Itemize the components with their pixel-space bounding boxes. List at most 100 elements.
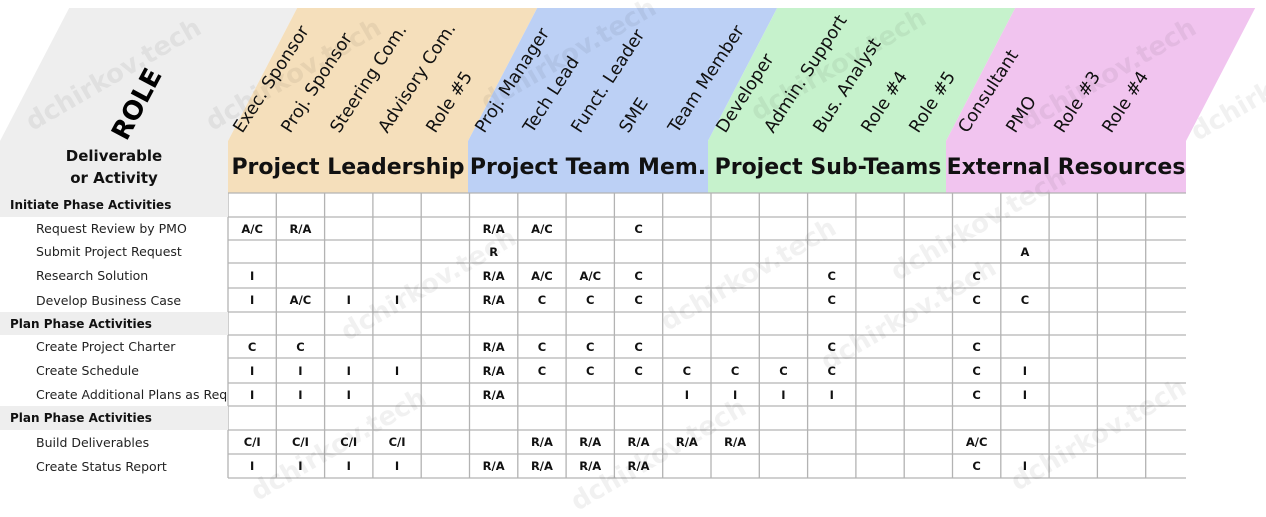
matrix-cell: C (827, 293, 836, 307)
matrix-cell (1049, 263, 1097, 288)
matrix-cell (1049, 383, 1097, 406)
matrix-cell: I (250, 268, 255, 283)
matrix-cell (904, 193, 952, 217)
matrix-cell: I (684, 387, 689, 402)
matrix-cell: R/A (482, 293, 505, 307)
matrix-cell (1001, 217, 1049, 240)
matrix-cell (904, 217, 952, 240)
activity-label: Build Deliverables (36, 434, 150, 450)
section-label: Plan Phase Activities (0, 406, 228, 430)
matrix-cell (1097, 454, 1145, 478)
deliverable-header-line2: or Activity (70, 169, 158, 187)
matrix-cell (808, 193, 856, 217)
matrix-cell: I (394, 459, 400, 473)
matrix-cell: A/C (531, 221, 553, 236)
matrix-cell (711, 217, 759, 240)
group-title-subteams: Project Sub-Teams (714, 154, 942, 180)
matrix-cell (518, 406, 566, 430)
matrix-cell: C (586, 293, 595, 307)
section-label: Plan Phase Activities (0, 312, 228, 335)
activity-label: Create Additional Plans as Req (36, 387, 228, 402)
matrix-cell (373, 193, 421, 217)
matrix-cell: R/A (627, 435, 650, 449)
matrix-cell (904, 312, 952, 335)
matrix-cell (470, 312, 518, 335)
matrix-cell (663, 240, 711, 263)
matrix-cell (518, 312, 566, 335)
matrix-cell (325, 193, 373, 217)
matrix-cell (1001, 193, 1049, 217)
matrix-cell: A/C (965, 435, 988, 449)
matrix-cell (325, 263, 373, 288)
group-title-external: External Resources (946, 154, 1186, 180)
matrix-cell (566, 383, 614, 406)
matrix-cell: A/C (241, 221, 263, 236)
matrix-cell: I (346, 363, 351, 378)
matrix-cell (518, 383, 566, 406)
matrix-cell (808, 240, 856, 263)
matrix-cell: A/C (531, 268, 553, 283)
matrix-cell (663, 217, 711, 240)
matrix-cell (711, 454, 759, 478)
matrix-cell (759, 217, 807, 240)
matrix-cell: R/A (724, 435, 747, 449)
matrix-cell: I (346, 459, 351, 473)
matrix-cell (711, 406, 759, 430)
activity-label: Develop Business Case (36, 292, 182, 308)
matrix-cell (1049, 430, 1097, 454)
matrix-cell (759, 193, 807, 217)
matrix-cell (276, 312, 324, 335)
matrix-cell (1001, 312, 1049, 335)
matrix-cell (1049, 454, 1097, 478)
matrix-cell (856, 430, 904, 454)
matrix-cell (614, 383, 662, 406)
matrix-cell (856, 383, 904, 406)
matrix-cell (1001, 335, 1049, 358)
matrix-cell (904, 383, 952, 406)
matrix-cell: C (247, 339, 257, 354)
matrix-cell: I (250, 387, 255, 402)
matrix-cell (421, 335, 469, 358)
matrix-cell (1097, 335, 1145, 358)
matrix-cell: R/A (530, 459, 553, 473)
matrix-cell (856, 335, 904, 358)
matrix-cell (276, 406, 324, 430)
matrix-cell (1049, 193, 1097, 217)
matrix-cell (1049, 288, 1097, 312)
matrix-cell (421, 406, 469, 430)
matrix-cell: C (586, 339, 595, 354)
matrix-cell (228, 193, 276, 217)
matrix-cell (421, 454, 469, 478)
matrix-cell: I (1022, 459, 1028, 473)
activity-label: Request Review by PMO (36, 221, 187, 236)
activity-label: Research Solution (36, 268, 149, 283)
matrix-cell: C (537, 293, 547, 307)
matrix-cell: C (972, 459, 981, 473)
matrix-cell (373, 335, 421, 358)
matrix-cell (276, 193, 324, 217)
matrix-cell (614, 193, 662, 217)
matrix-cell (856, 406, 904, 430)
matrix-cell (470, 193, 518, 217)
matrix-cell (808, 217, 856, 240)
matrix-cell: I (346, 293, 351, 307)
matrix-cell: I (250, 459, 255, 473)
matrix-cell (856, 217, 904, 240)
matrix-cell: C (586, 363, 595, 378)
section-label: Initiate Phase Activities (0, 193, 228, 217)
matrix-cell: I (298, 363, 303, 378)
deliverable-header: Deliverable or Activity (0, 141, 228, 193)
matrix-cell (1097, 288, 1145, 312)
matrix-cell: I (298, 459, 303, 473)
matrix-cell (1097, 358, 1145, 383)
matrix-cell (614, 312, 662, 335)
matrix-cell (373, 406, 421, 430)
activity-label: Create Status Report (36, 458, 167, 474)
matrix-cell (325, 240, 373, 263)
matrix-cell (1049, 240, 1097, 263)
matrix-cell (1097, 430, 1145, 454)
matrix-cell: I (829, 387, 834, 402)
matrix-cell (1097, 406, 1145, 430)
matrix-cell: C/I (291, 435, 309, 449)
matrix-cell: A (1020, 244, 1030, 259)
